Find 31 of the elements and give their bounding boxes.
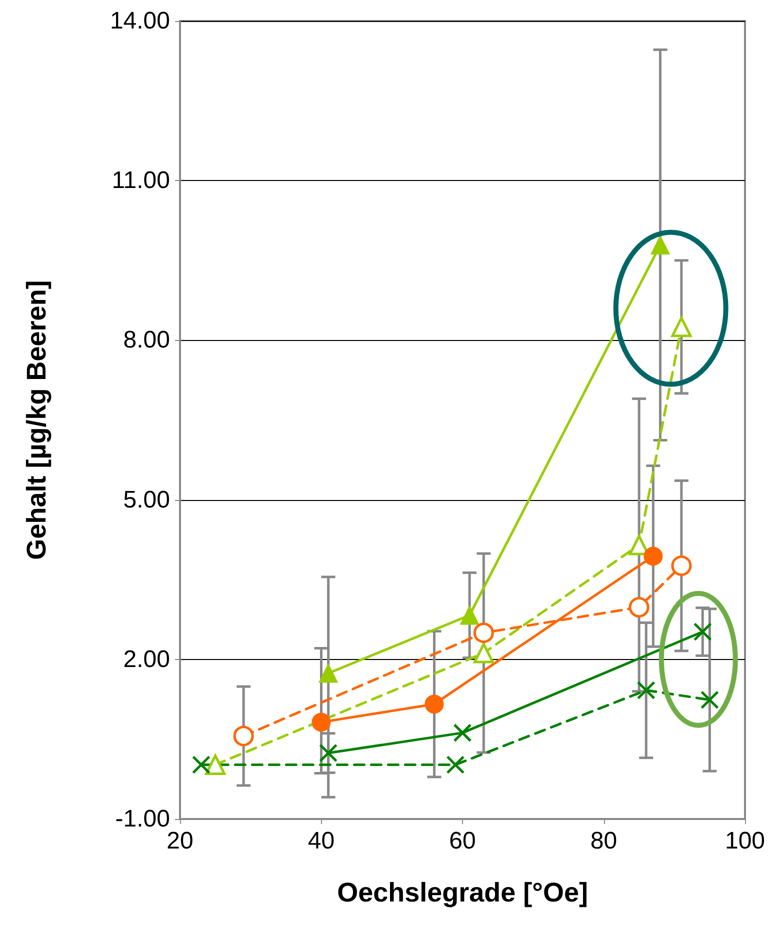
point — [205, 754, 226, 775]
point — [318, 664, 338, 683]
y-tick-label: 14.00 — [110, 8, 170, 34]
x-tick-label: 60 — [449, 828, 476, 854]
y-tick-label: 11.00 — [112, 167, 170, 194]
x-tick-label: 40 — [308, 828, 335, 854]
y-tick-label: 5.00 — [123, 486, 170, 514]
point — [636, 681, 656, 700]
y-axis-title: Gehalt [µg/kg Beeren] — [22, 280, 52, 560]
point — [460, 606, 480, 625]
point — [192, 755, 210, 774]
point — [473, 622, 494, 644]
point — [650, 235, 670, 254]
point — [628, 597, 650, 618]
point — [671, 556, 692, 576]
point — [700, 690, 719, 710]
point — [693, 622, 712, 641]
x-axis-title: Oechslegrade [°Oe] — [337, 878, 588, 908]
point — [233, 726, 254, 746]
point — [424, 694, 444, 714]
point — [453, 724, 472, 742]
x-tick-label: 100 — [724, 828, 766, 854]
y-tick-label: 8.00 — [123, 326, 170, 354]
point — [312, 712, 331, 732]
point — [644, 546, 663, 566]
point — [671, 316, 692, 338]
point — [473, 642, 494, 664]
y-tick-label: 2.00 — [123, 646, 170, 673]
x-tick-label: 80 — [590, 828, 618, 854]
point — [319, 744, 338, 762]
point — [446, 755, 465, 774]
